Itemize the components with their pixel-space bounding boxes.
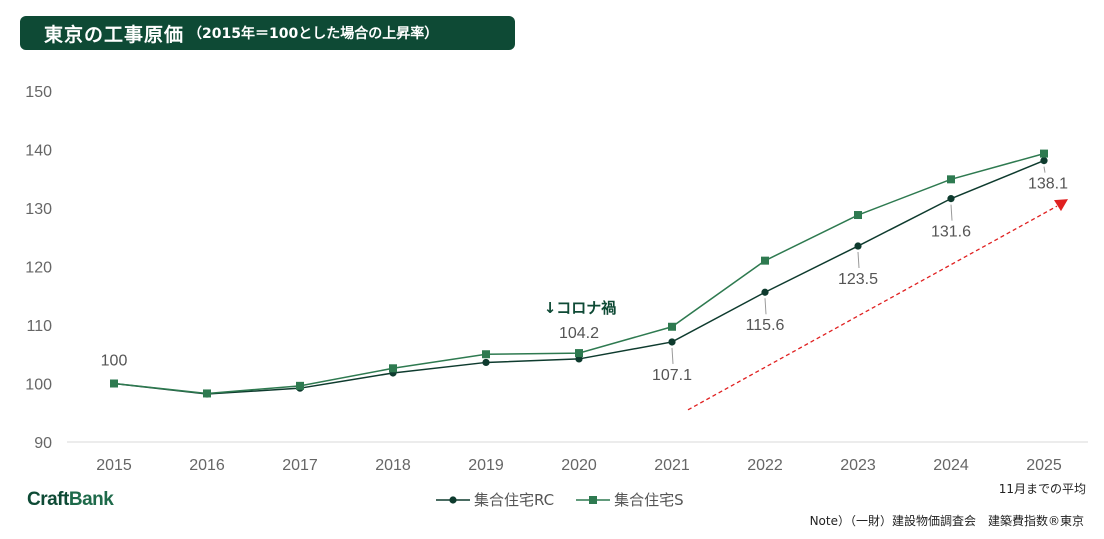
point-rc-2021 [668, 338, 676, 346]
x-tick-label-2021: 2021 [654, 457, 690, 474]
y-tick-label-120: 120 [25, 260, 52, 277]
point-s-2023 [854, 211, 862, 220]
chart-subtitle: （2015年＝100とした場合の上昇率） [188, 26, 439, 42]
point-s-2019 [482, 350, 490, 359]
data-label-2025: 138.1 [1028, 176, 1068, 193]
data-label-leader-2024 [950, 204, 953, 221]
data-label-2021: 107.1 [652, 367, 692, 384]
y-tick-label-90: 90 [34, 435, 52, 452]
chart-legend: 集合住宅RC 集合住宅S [436, 489, 706, 510]
period-note: 11月までの平均 [998, 482, 1086, 496]
point-rc-2023 [854, 242, 862, 250]
y-tick-label-130: 130 [25, 201, 52, 218]
data-label-2015: 100 [101, 353, 128, 370]
x-tick-label-2015: 2015 [96, 457, 132, 474]
y-tick-label-110: 110 [26, 318, 52, 335]
point-s-2016 [203, 389, 211, 398]
data-label-2024: 131.6 [931, 224, 971, 241]
legend-label-rc: 集合住宅RC [474, 491, 555, 509]
x-tick-label-2022: 2022 [747, 457, 783, 474]
point-s-2020 [575, 349, 583, 358]
data-label-2020: 104.2 [559, 325, 599, 342]
brand-logo-part2: Bank [68, 489, 114, 510]
point-s-2022 [761, 256, 769, 265]
point-rc-2025 [1040, 157, 1048, 165]
chart-title-box: 東京の工事原価 （2015年＝100とした場合の上昇率） [20, 16, 515, 50]
data-label-2022: 115.6 [746, 317, 785, 334]
point-rc-2019 [482, 358, 490, 367]
data-label-2023: 123.5 [838, 271, 878, 288]
point-s-2015 [110, 379, 118, 388]
point-s-2025 [1040, 149, 1048, 158]
x-tick-label-2016: 2016 [189, 457, 225, 474]
x-tick-label-2025: 2025 [1026, 457, 1062, 474]
chart-title: 東京の工事原価 [44, 23, 185, 46]
x-tick-label-2018: 2018 [375, 457, 411, 474]
legend-line-square-icon [576, 495, 611, 504]
x-tick-label-2023: 2023 [840, 457, 876, 474]
data-label-leader-2021 [671, 347, 674, 364]
data-label-leader-2025 [1043, 166, 1046, 173]
x-tick-label-2020: 2020 [561, 457, 597, 474]
y-tick-label-100: 100 [25, 377, 52, 394]
point-s-2021 [668, 322, 676, 331]
trend-arrow-head [1054, 199, 1068, 212]
legend-line-circle-icon [436, 495, 470, 504]
x-tick-label-2019: 2019 [468, 457, 504, 474]
x-tick-label-2017: 2017 [282, 457, 318, 474]
point-rc-2020 [575, 355, 583, 363]
point-s-2017 [296, 381, 304, 390]
x-tick-label-2024: 2024 [933, 457, 969, 474]
point-s-2018 [389, 364, 397, 373]
data-label-leader-2023 [857, 251, 860, 269]
trend-arrow-line [687, 205, 1058, 411]
brand-logo-part1: Craft [27, 489, 69, 510]
point-s-2024 [947, 175, 955, 184]
source-note: Note）（一財）建設物価調査会 建築費指数®東京 [809, 514, 1084, 528]
brand-logo: CraftBank [27, 489, 114, 511]
y-tick-label-150: 150 [25, 84, 52, 101]
point-rc-2024 [947, 195, 955, 203]
covid-annotation: ↓コロナ禍 [544, 299, 617, 317]
point-rc-2022 [761, 288, 769, 296]
data-label-leader-2022 [764, 298, 767, 315]
legend-item-rc: 集合住宅RC [436, 489, 554, 510]
y-tick-label-140: 140 [25, 143, 52, 160]
legend-item-s: 集合住宅S [576, 489, 684, 510]
legend-label-s: 集合住宅S [614, 491, 684, 509]
